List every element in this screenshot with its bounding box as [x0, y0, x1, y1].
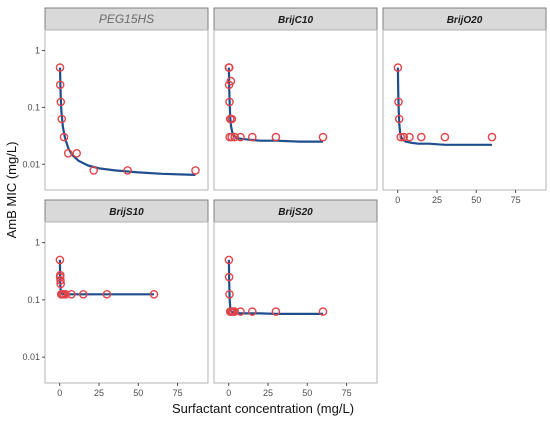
strip-label-brijc10: BrijC10: [278, 15, 313, 26]
data-point-brijo20-0: [393, 63, 403, 72]
y-axis-title: AmB MIC (mg/L): [4, 142, 19, 239]
data-point-brijs10-13: [59, 289, 68, 299]
data-point-brijo20-7: [440, 132, 450, 142]
x-tick-label-brijs10-2: 50: [133, 388, 143, 398]
data-point-brijc10-2: [225, 97, 234, 107]
data-point-brijs10-2: [56, 275, 65, 285]
data-point-brijc10-12: [226, 76, 236, 86]
data-point-brijs10-10: [56, 270, 65, 280]
data-point-brijs10-7: [79, 289, 88, 299]
strip-label-brijo20: BrijO20: [447, 15, 483, 26]
y-tick-label-peg15hs-0: 1: [35, 46, 40, 56]
data-point-brijo20-5: [405, 132, 414, 142]
data-point-peg15hs-1: [55, 80, 65, 90]
data-point-brijo20-8: [487, 132, 497, 142]
panel-brijo20: BrijO20 0 25 50 75: [382, 7, 547, 205]
strip-label-brijs10: BrijS10: [109, 207, 144, 218]
data-point-peg15hs-3: [57, 114, 67, 124]
x-tick-label-brijs20-1: 25: [263, 388, 273, 398]
panel-frame-brijs20: [213, 221, 378, 384]
data-point-brijs20-11: [228, 307, 238, 316]
data-point-brijs20-8: [271, 307, 281, 316]
data-point-brijo20-6: [416, 132, 426, 142]
fit-line-peg15hs: [58, 67, 196, 176]
data-point-brijc10-7: [247, 132, 257, 142]
panel-brijs10: BrijS10 1 0.1 0.01 0 25 50 75: [22, 199, 209, 398]
data-point-brijo20-1: [394, 97, 403, 107]
x-tick-label-brijo20-0: 0: [395, 195, 400, 205]
x-tick-label-brijs10-0: 0: [57, 388, 62, 398]
data-point-brijs20-2: [225, 289, 234, 299]
data-point-brijo20-2: [394, 114, 404, 124]
data-point-peg15hs-7: [89, 166, 98, 175]
data-point-brijs10-11: [56, 279, 66, 289]
data-point-peg15hs-4: [59, 132, 69, 142]
x-tick-label-brijs10-3: 75: [173, 388, 183, 398]
x-tick-label-brijs20-3: 75: [342, 388, 352, 398]
x-axis-title: Surfactant concentration (mg/L): [172, 401, 354, 416]
data-point-brijs10-9: [149, 289, 159, 299]
data-point-peg15hs-9: [191, 166, 200, 175]
y-tick-label-brijs10-0: 1: [35, 238, 40, 248]
panel-frame-peg15hs: [44, 29, 209, 191]
data-point-peg15hs-5: [63, 148, 73, 158]
data-point-brijs20-1: [224, 272, 234, 282]
y-tick-label-brijs10-1: 0.1: [27, 295, 40, 305]
panel-brijc10: BrijC10: [213, 7, 378, 191]
data-point-brijc10-8: [271, 132, 281, 142]
data-point-brijs10-8: [102, 289, 112, 299]
data-point-brijc10-13: [225, 132, 234, 142]
y-tick-label-peg15hs-2: 0.01: [22, 159, 40, 169]
data-point-brijs20-0: [224, 255, 234, 265]
x-tick-label-brijs10-1: 25: [94, 388, 104, 398]
data-point-brijs10-6: [67, 289, 76, 299]
panel-frame-brijc10: [213, 29, 378, 191]
y-tick-label-peg15hs-1: 0.1: [27, 102, 40, 112]
data-point-brijc10-6: [236, 132, 245, 142]
strip-label-peg15hs: PEG15HS: [99, 12, 154, 26]
x-tick-label-brijo20-3: 75: [511, 195, 521, 205]
data-point-brijs20-9: [318, 307, 328, 316]
panel-frame-brijs10: [44, 221, 209, 384]
data-point-brijc10-9: [318, 132, 328, 142]
data-point-peg15hs-8: [123, 166, 132, 175]
x-tick-label-brijo20-1: 25: [432, 195, 442, 205]
panel-frame-brijo20: [382, 29, 547, 191]
panel-peg15hs: PEG15HS 1 0.1 0.01: [22, 7, 209, 191]
y-tick-label-brijs10-2: 0.01: [22, 352, 40, 362]
x-tick-label-brijs20-0: 0: [226, 388, 231, 398]
strip-label-brijs20: BrijS20: [278, 207, 313, 218]
data-point-brijo20-4: [399, 132, 409, 142]
x-tick-label-brijo20-2: 50: [471, 195, 481, 205]
data-point-peg15hs-6: [72, 148, 81, 158]
data-point-brijc10-14: [227, 114, 237, 124]
data-point-brijs20-7: [247, 307, 257, 316]
data-point-brijs10-0: [55, 255, 65, 265]
data-point-brijo20-3: [396, 132, 406, 142]
x-tick-label-brijs20-2: 50: [302, 388, 312, 398]
data-point-peg15hs-2: [56, 97, 66, 107]
data-point-brijc10-5: [230, 132, 239, 142]
data-point-peg15hs-0: [55, 63, 65, 72]
panel-brijs20: BrijS20 0 25 50 75: [213, 199, 378, 398]
data-point-brijc10-10: [224, 63, 234, 72]
